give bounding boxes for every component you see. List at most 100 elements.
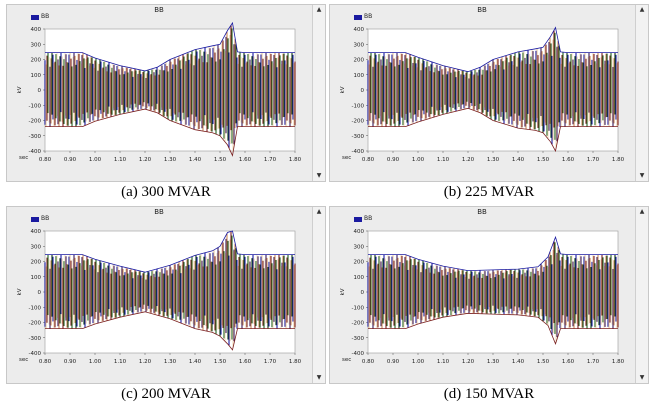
upper-envelope-line	[368, 235, 618, 272]
legend-label: BB	[41, 215, 50, 222]
x-tick-label: 0.90	[64, 359, 77, 365]
y-tick-label: 300	[354, 244, 365, 250]
y-tick-label: 100	[354, 73, 365, 79]
y-tick-label: 200	[354, 58, 365, 64]
vertical-scrollbar[interactable]: ▲ ▼	[635, 207, 648, 383]
y-tick-label: -300	[29, 336, 42, 342]
x-tick-label: 1.10	[437, 157, 450, 163]
panel-title: BB	[154, 6, 164, 14]
x-tick-label: 1.30	[487, 157, 500, 163]
y-tick-label: 100	[31, 73, 42, 79]
scroll-down-arrow-icon[interactable]: ▼	[639, 172, 645, 179]
x-tick-label: 1.00	[412, 157, 425, 163]
x-tick-label: 1.30	[164, 157, 177, 163]
vertical-scrollbar[interactable]: ▲ ▼	[635, 5, 648, 181]
upper-envelope-line	[368, 26, 618, 73]
x-tick-label: 1.80	[612, 157, 625, 163]
chart-svg: 400 300 200 100 0 -100 -200 -300 -400 0.80 0.90 1.0…	[340, 229, 625, 365]
legend-label: BB	[41, 13, 50, 20]
x-tick-label: 0.90	[387, 359, 400, 365]
plot-panel-a: BB BB 400 300 200 100 0 -100 -200 -300 -400 0.80 0…	[6, 4, 326, 182]
y-tick-label: -400	[29, 351, 42, 357]
y-tick-label: 0	[38, 88, 42, 94]
x-tick-label: 1.20	[462, 157, 475, 163]
legend-swatch	[354, 15, 362, 20]
y-tick-label: 0	[361, 290, 365, 296]
waveform-group	[367, 30, 619, 148]
x-tick-label: 1.70	[264, 359, 277, 365]
y-tick-label: -200	[352, 119, 365, 125]
x-tick-label: 0.90	[387, 157, 400, 163]
y-tick-label: -400	[29, 149, 42, 155]
y-tick-label: 0	[361, 88, 365, 94]
x-tick-label: 1.70	[587, 157, 600, 163]
x-axis-label: sec	[19, 155, 28, 161]
x-tick-label: 1.20	[139, 359, 152, 365]
waveform-group	[44, 231, 296, 348]
y-tick-label: 400	[31, 229, 42, 235]
panel-title: BB	[154, 208, 164, 216]
x-tick-label: 0.80	[39, 157, 52, 163]
x-tick-label: 1.00	[89, 157, 102, 163]
x-tick-label: 1.00	[412, 359, 425, 365]
x-tick-label: 1.40	[189, 359, 202, 365]
y-tick-label: 0	[38, 290, 42, 296]
plot-panel-d: BB BB 400 300 200 100 0 -100 -200 -300 -400 0.80 0…	[329, 206, 649, 384]
scroll-down-arrow-icon[interactable]: ▼	[316, 172, 322, 179]
y-axis-label: kV	[17, 86, 23, 93]
y-tick-label: -100	[352, 305, 365, 311]
x-tick-label: 1.60	[562, 359, 575, 365]
x-tick-label: 1.80	[612, 359, 625, 365]
x-tick-label: 1.80	[289, 157, 302, 163]
y-tick-label: -300	[352, 336, 365, 342]
chart-svg: 400 300 200 100 0 -100 -200 -300 -400 0.80 0.90 1.0…	[340, 26, 625, 163]
y-axis-label: kV	[340, 86, 346, 93]
x-axis-label: sec	[19, 357, 28, 363]
upper-envelope-line	[45, 230, 295, 273]
scroll-up-arrow-icon[interactable]: ▲	[639, 6, 645, 13]
y-tick-label: -200	[352, 321, 365, 327]
caption: (c) 200 MVAR	[121, 386, 211, 402]
x-tick-label: 0.90	[64, 157, 77, 163]
y-tick-label: -100	[29, 305, 42, 311]
lower-envelope-line	[45, 311, 295, 351]
y-tick-label: -200	[29, 119, 42, 125]
y-tick-label: -300	[29, 134, 42, 140]
plot-panel-b: BB BB 400 300 200 100 0 -100 -200 -300 -400 0.80 0…	[329, 4, 649, 182]
y-tick-label: 400	[31, 27, 42, 33]
lower-envelope-line	[368, 312, 618, 345]
scroll-up-arrow-icon[interactable]: ▲	[316, 208, 322, 215]
x-tick-label: 1.50	[537, 359, 550, 365]
caption: (b) 225 MVAR	[443, 184, 535, 200]
chart-svg: 400 300 200 100 0 -100 -200 -300 -400 0.80 0.90 1.0…	[17, 21, 302, 163]
x-tick-label: 1.60	[562, 157, 575, 163]
y-tick-label: -100	[352, 103, 365, 109]
scroll-down-arrow-icon[interactable]: ▼	[316, 374, 322, 381]
x-tick-label: 1.70	[587, 359, 600, 365]
y-axis-label: kV	[17, 288, 23, 295]
x-axis-label: sec	[342, 357, 351, 363]
x-tick-label: 0.80	[362, 359, 375, 365]
legend-label: BB	[364, 13, 373, 20]
vertical-scrollbar[interactable]: ▲ ▼	[312, 5, 325, 181]
y-tick-label: -400	[352, 149, 365, 155]
y-tick-label: 400	[354, 27, 365, 33]
x-tick-label: 1.20	[139, 157, 152, 163]
x-tick-label: 1.30	[164, 359, 177, 365]
upper-envelope-line	[45, 21, 295, 72]
y-tick-label: 300	[31, 42, 42, 48]
vertical-scrollbar[interactable]: ▲ ▼	[312, 207, 325, 383]
lower-envelope-line	[368, 107, 618, 153]
caption: (a) 300 MVAR	[121, 184, 211, 200]
legend-swatch	[354, 217, 362, 222]
y-tick-label: 100	[354, 275, 365, 281]
legend-swatch	[31, 217, 39, 222]
scroll-up-arrow-icon[interactable]: ▲	[639, 208, 645, 215]
y-tick-label: -200	[29, 321, 42, 327]
lower-envelope-line	[45, 108, 295, 157]
x-tick-label: 1.30	[487, 359, 500, 365]
x-tick-label: 1.60	[239, 359, 252, 365]
scroll-up-arrow-icon[interactable]: ▲	[316, 6, 322, 13]
x-tick-label: 1.10	[437, 359, 450, 365]
scroll-down-arrow-icon[interactable]: ▼	[639, 374, 645, 381]
